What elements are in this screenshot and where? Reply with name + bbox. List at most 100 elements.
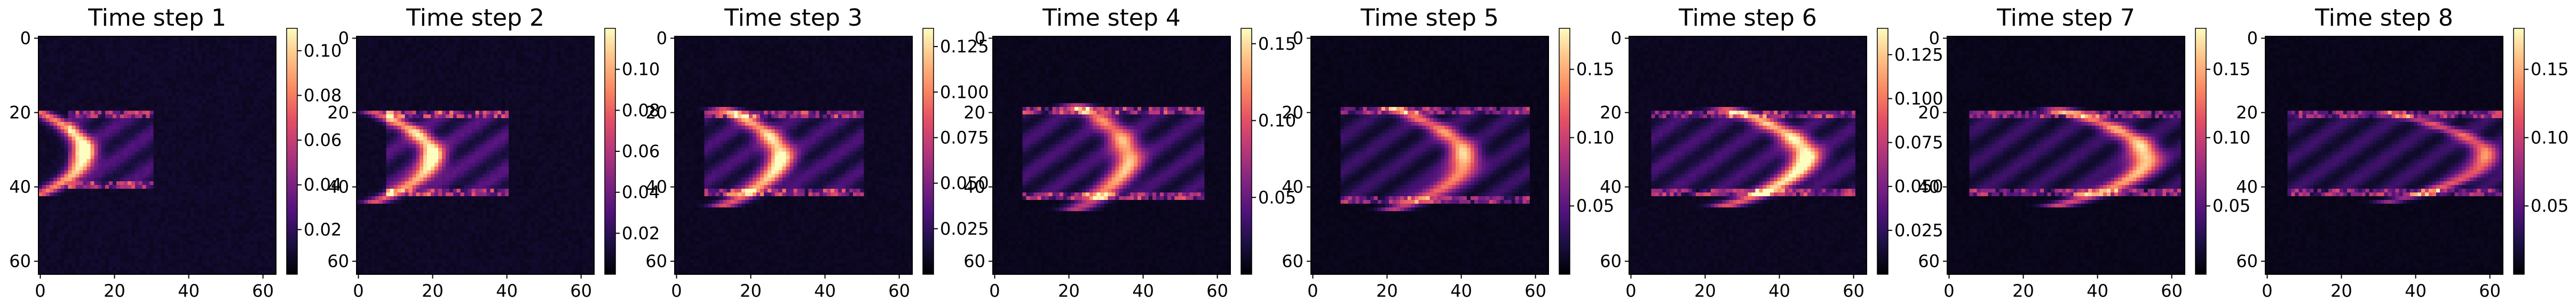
colorbar-tick-label: 0.02 [622, 223, 660, 243]
y-tick-label: 40 [963, 177, 985, 197]
x-tick-label: 60 [1206, 281, 1228, 301]
y-tick-label: 20 [963, 103, 985, 123]
panel-title: Time step 7 [1996, 4, 2135, 32]
colorbar-tick-label: 0.025 [940, 219, 989, 239]
x-tick-label: 0 [2262, 281, 2272, 301]
panel-1: Time step 10 20 40 6002040600.020.040.060.0… [9, 4, 342, 301]
colorbar-tick-label: 0.125 [940, 36, 989, 57]
y-tick-label: 20 [9, 103, 31, 123]
y-tick-label: 0 [657, 28, 667, 48]
panel-3: Time step 30 20 40 6002040600.0250.0500.075… [645, 4, 989, 301]
x-tick-label: 20 [422, 281, 444, 301]
y-tick-label: 20 [1282, 103, 1303, 123]
y-tick-label: 40 [1600, 177, 1622, 197]
panel-title: Time step 6 [1678, 4, 1817, 32]
y-tick-label: 0 [975, 28, 985, 48]
x-tick-label: 0 [353, 281, 364, 301]
colorbar-tick-label: 0.04 [622, 182, 660, 203]
colorbar-tick-label: 0.10 [622, 59, 660, 80]
colorbar [286, 28, 298, 275]
heatmap-image [1311, 36, 1548, 274]
colorbar-tick-label: 0.15 [2531, 59, 2569, 80]
y-tick-label: 0 [1929, 28, 1940, 48]
colorbar-tick-label: 0.15 [2212, 59, 2250, 80]
y-tick-label: 40 [2236, 177, 2258, 197]
colorbar-tick-label: 0.10 [304, 41, 342, 61]
x-tick-label: 0 [1943, 281, 1954, 301]
y-tick-label: 60 [645, 251, 667, 272]
y-tick-label: 0 [1611, 28, 1622, 48]
heatmap-image [2265, 36, 2503, 274]
x-tick-label: 0 [1307, 281, 1318, 301]
colorbar-tick-label: 0.10 [2212, 127, 2250, 148]
axes-frame [356, 36, 595, 275]
x-tick-label: 0 [1625, 281, 1636, 301]
panel-title: Time step 8 [2314, 4, 2453, 32]
colorbar [604, 28, 616, 275]
x-tick-label: 40 [814, 281, 836, 301]
axes-frame [992, 36, 1231, 275]
y-tick-label: 60 [2236, 251, 2258, 272]
x-tick-label: 40 [1768, 281, 1790, 301]
x-tick-label: 60 [570, 281, 592, 301]
colorbar [2513, 28, 2525, 275]
y-tick-label: 0 [2247, 28, 2258, 48]
colorbar [2195, 28, 2207, 275]
colorbar-tick-label: 0.15 [1576, 59, 1614, 80]
colorbar-tick-label: 0.05 [2212, 196, 2250, 216]
colorbar-tick-label: 0.15 [1258, 34, 1296, 54]
colorbar-tick-label: 0.125 [1894, 44, 1943, 65]
colorbar-tick-label: 0.100 [940, 82, 989, 102]
y-tick-label: 40 [9, 177, 31, 197]
y-tick-label: 0 [338, 28, 349, 48]
x-tick-label: 40 [496, 281, 518, 301]
colorbar-tick-label: 0.10 [2531, 127, 2569, 148]
colorbar-tick-label: 0.06 [622, 141, 660, 161]
x-tick-label: 0 [989, 281, 1000, 301]
heatmap-image [38, 36, 276, 274]
x-tick-label: 20 [1058, 281, 1080, 301]
x-tick-label: 40 [2405, 281, 2427, 301]
colorbar-tick-label: 0.075 [1894, 133, 1943, 153]
x-tick-label: 60 [888, 281, 910, 301]
colorbar-tick-label: 0.04 [304, 175, 342, 195]
heatmap-image [993, 36, 1230, 274]
y-tick-label: 20 [1918, 103, 1940, 123]
y-tick-label: 60 [1918, 251, 1940, 272]
colorbar [922, 28, 934, 275]
colorbar-tick-label: 0.05 [1258, 187, 1296, 207]
x-tick-label: 40 [178, 281, 200, 301]
colorbar-tick-label: 0.05 [2531, 196, 2569, 216]
axes-frame [1947, 36, 2185, 275]
y-tick-label: 60 [1600, 251, 1622, 272]
colorbar [1240, 28, 1252, 275]
y-tick-label: 40 [327, 177, 349, 197]
colorbar-tick-label: 0.06 [304, 130, 342, 150]
y-tick-label: 20 [645, 103, 667, 123]
y-tick-label: 20 [1600, 103, 1622, 123]
x-tick-label: 20 [2012, 281, 2034, 301]
panel-title: Time step 5 [1360, 4, 1499, 32]
x-tick-label: 20 [1376, 281, 1398, 301]
heatmap-image [1629, 36, 1867, 274]
panel-title: Time step 1 [88, 4, 226, 32]
y-tick-label: 40 [1918, 177, 1940, 197]
colorbar-tick-label: 0.050 [1894, 176, 1943, 197]
colorbar [1877, 28, 1888, 275]
heatmap-image [357, 36, 594, 274]
colorbar-tick-label: 0.05 [1576, 196, 1614, 216]
colorbar-tick-label: 0.02 [304, 219, 342, 240]
y-tick-label: 20 [2236, 103, 2258, 123]
x-tick-label: 20 [1694, 281, 1716, 301]
colorbar-tick-label: 0.025 [1894, 220, 1943, 241]
x-tick-label: 60 [1843, 281, 1864, 301]
x-tick-label: 20 [740, 281, 762, 301]
x-tick-label: 20 [104, 281, 125, 301]
colorbar-tick-label: 0.075 [940, 127, 989, 148]
y-tick-label: 60 [9, 251, 31, 272]
colorbar-tick-label: 0.08 [304, 85, 342, 105]
